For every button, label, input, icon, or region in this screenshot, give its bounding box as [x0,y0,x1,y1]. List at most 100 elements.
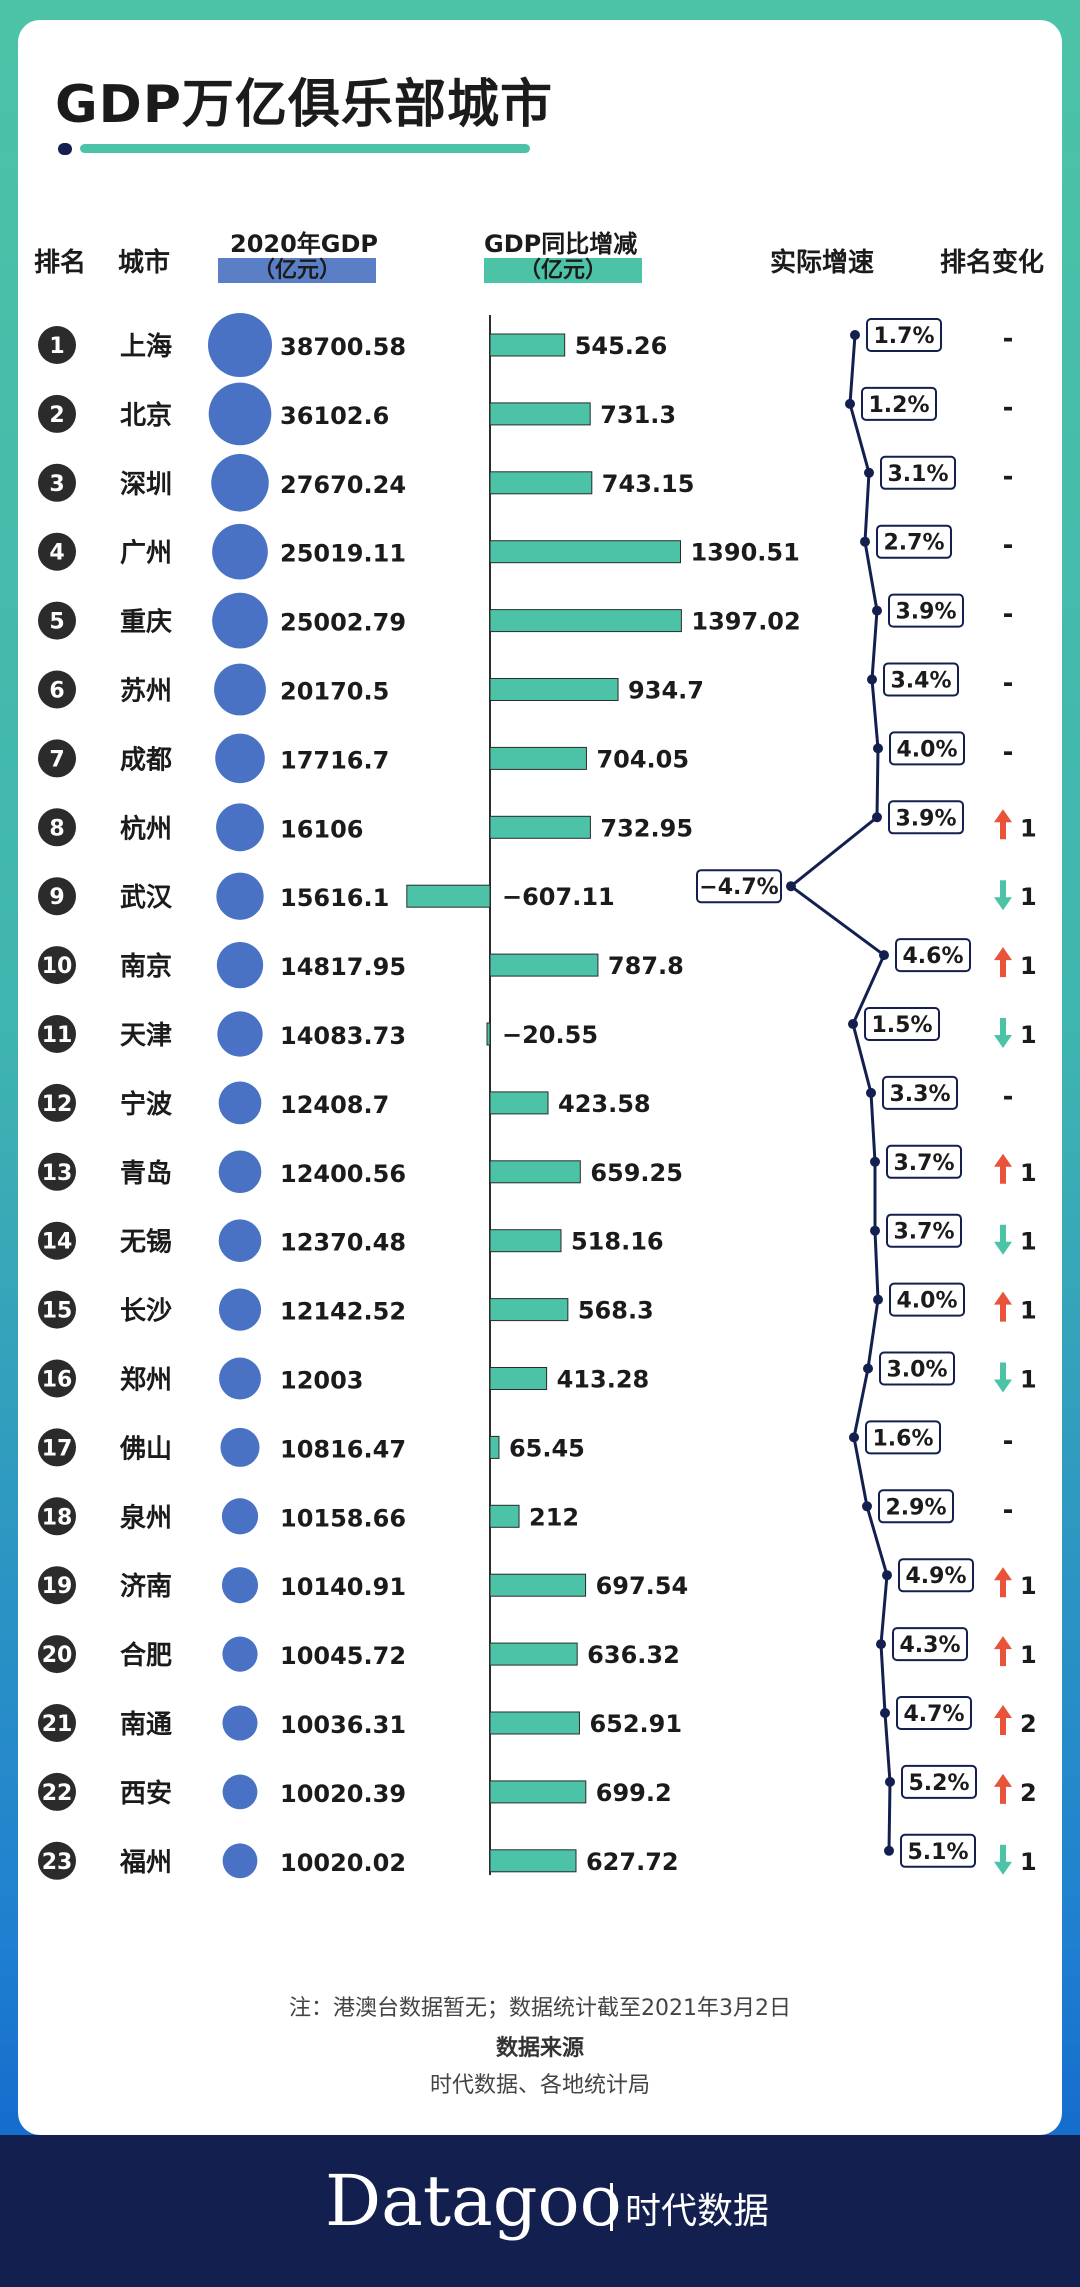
change-value: 518.16 [571,1228,664,1256]
source-text: 时代数据、各地统计局 [429,2073,650,2098]
rank-number: 21 [42,1712,73,1737]
rank-badge [38,1290,76,1329]
rank-number: 12 [42,1092,73,1117]
change-bar [489,815,591,839]
change-bar [489,402,591,426]
change-bar [489,471,593,495]
change-value: −20.55 [502,1021,598,1049]
change-value: 1390.51 [690,539,799,567]
growth-point [872,812,882,823]
city-name: 济南 [120,1572,172,1602]
rank-badge [38,1015,76,1053]
growth-point [870,1225,880,1236]
rank-change-dash: - [1003,669,1014,699]
rank-badge [38,1566,76,1605]
rank-number: 7 [49,747,64,772]
rank-badge [38,1083,76,1122]
city-name: 福州 [119,1848,172,1878]
gdp-value: 27670.24 [280,471,406,499]
header-rank: 排名 [34,248,87,278]
rank-badge [38,1221,76,1260]
rank-number: 11 [42,1023,73,1048]
rank-change-value: 1 [1020,1228,1037,1256]
change-bar [486,1022,491,1046]
rank-badge [38,463,76,502]
header-growth: 实际增速 [770,248,875,278]
title-underline-dot [58,143,72,155]
change-value: 212 [529,1503,579,1531]
growth-label-box [888,800,964,835]
rank-badge [38,808,76,847]
change-value: 704.05 [596,745,689,773]
growth-value: 3.4% [890,669,951,694]
rank-change-dash: - [1003,1082,1014,1112]
growth-point [850,330,860,340]
gdp-value: 25002.79 [280,609,406,637]
city-name: 合肥 [120,1640,172,1671]
rank-badge [38,670,76,709]
change-bar [489,1504,520,1528]
arrow-up-icon [994,1567,1012,1598]
rank-badge [38,877,76,916]
rank-change-value: 1 [1020,814,1037,842]
city-name: 长沙 [120,1297,172,1327]
gdp-bubble [218,1219,262,1263]
rank-badge [38,1635,76,1674]
gdp-value: 12400.56 [280,1160,406,1188]
arrow-down-icon [994,1224,1012,1255]
gdp-bubble [218,1081,262,1125]
rank-badge [38,601,76,640]
growth-value: 4.3% [899,1633,960,1658]
rank-number: 15 [42,1299,73,1324]
gdp-bubble [216,941,264,989]
gdp-value: 12142.52 [280,1298,406,1326]
change-value: 423.58 [558,1090,651,1118]
rank-number: 18 [42,1505,73,1530]
rank-number: 4 [49,541,64,566]
gdp-bubble [221,1567,259,1604]
rank-number: 2 [49,403,64,428]
city-name: 上海 [120,332,172,362]
city-name: 南通 [120,1710,172,1740]
city-name: 佛山 [119,1434,172,1464]
chart-svg: 1 上海 38700.58 545.26 -2 北京 36102.6 731.3 -3 深圳 276… [38,313,1037,1880]
change-bar [489,1367,548,1390]
rank-number: 10 [42,954,73,979]
growth-value: 4.7% [903,1702,964,1727]
header-rank-change: 排名变化 [940,248,1045,278]
gdp-value: 38700.58 [280,333,406,361]
gdp-value: 14817.95 [280,953,406,981]
header-gdp-unit: （亿元） [218,258,376,283]
change-value: 732.95 [600,814,693,842]
rank-badge [38,1359,76,1398]
rank-number: 9 [49,885,64,910]
growth-point [880,1708,890,1718]
growth-point [870,1156,880,1167]
gdp-value: 12408.7 [280,1091,389,1119]
rank-badge [38,1841,76,1880]
rank-badge [38,739,76,778]
gdp-value: 12003 [280,1367,364,1395]
growth-point [872,605,882,616]
rank-badge [38,1152,76,1191]
gdp-bubble [214,663,266,716]
growth-label-box [888,593,964,628]
city-name: 重庆 [120,607,172,638]
gdp-bubble [220,1427,260,1467]
rank-change-dash: - [1003,324,1014,354]
arrow-up-icon [994,947,1012,978]
header-city: 城市 [118,248,171,278]
growth-label-box [866,318,942,352]
rank-number: 6 [49,679,64,704]
city-name: 泉州 [120,1502,172,1533]
gdp-value: 16106 [280,815,364,843]
growth-label-box [878,1489,954,1524]
city-name: 南京 [120,951,172,982]
arrow-down-icon [994,1362,1012,1393]
growth-label-box [879,1351,955,1386]
arrow-up-icon [994,1636,1012,1667]
change-value: 413.28 [557,1366,650,1394]
change-bar [489,333,566,357]
gdp-bubble [208,382,272,446]
growth-label-box [861,386,937,421]
